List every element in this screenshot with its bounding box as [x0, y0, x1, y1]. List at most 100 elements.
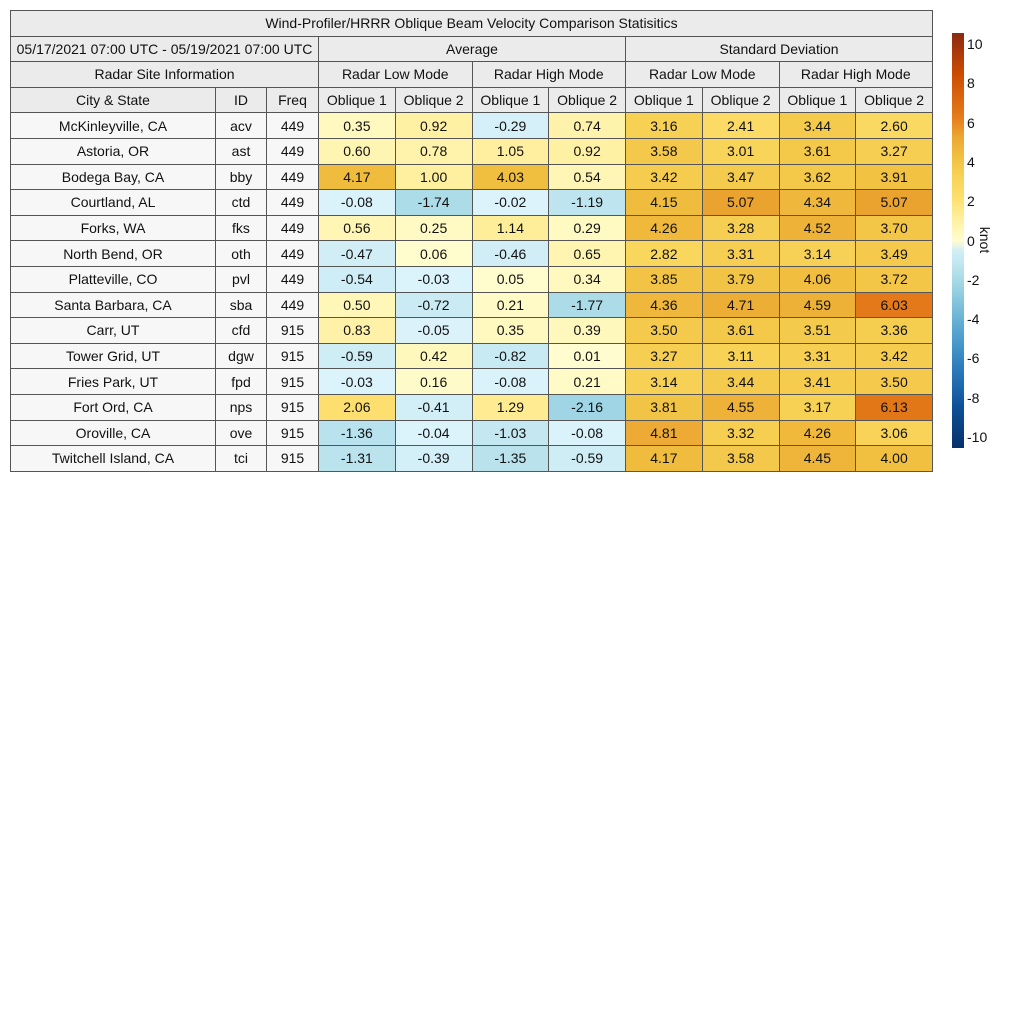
colorbar-tick: 2 — [967, 193, 975, 210]
colorbar-tick: 6 — [967, 114, 975, 131]
value-cell: 3.62 — [778, 163, 857, 191]
value-cell: 0.06 — [394, 240, 473, 267]
site-name: Bodega Bay, CA — [10, 163, 216, 191]
value-cell: 0.29 — [548, 214, 626, 242]
value-cell: 3.50 — [855, 368, 933, 395]
colorbar-tick: -2 — [967, 271, 980, 288]
site-name: Platteville, CO — [10, 265, 216, 293]
site-freq: 449 — [266, 291, 319, 319]
site-freq: 915 — [266, 419, 319, 447]
value-cell: 1.00 — [394, 163, 473, 191]
value-cell: -0.54 — [318, 265, 396, 293]
site-freq: 449 — [266, 214, 319, 242]
value-cell: 3.06 — [855, 419, 933, 447]
value-cell: 4.52 — [778, 214, 857, 242]
value-cell: 3.42 — [855, 342, 933, 370]
value-cell: 4.45 — [778, 445, 857, 472]
value-cell: 5.07 — [855, 189, 933, 216]
value-cell: 0.21 — [471, 291, 550, 319]
value-cell: 0.92 — [394, 112, 473, 139]
value-cell: 4.06 — [778, 265, 857, 293]
value-cell: 4.26 — [778, 419, 857, 447]
group-std-dev: Standard Deviation — [625, 35, 933, 63]
value-cell: 3.50 — [625, 317, 703, 344]
column-header: Oblique 2 — [855, 86, 933, 114]
value-cell: 0.35 — [471, 317, 550, 344]
site-id: nps — [215, 393, 267, 421]
value-cell: 0.05 — [471, 265, 550, 293]
value-cell: 0.56 — [318, 214, 396, 242]
value-cell: 6.03 — [855, 291, 933, 319]
table-row: Forks, WA fks 449 0.56 0.25 1.14 0.29 4.26 3.28 4… — [10, 214, 933, 242]
site-id: pvl — [215, 265, 267, 293]
value-cell: 0.60 — [318, 137, 396, 165]
value-cell: 3.81 — [625, 393, 703, 421]
value-cell: 0.34 — [548, 265, 626, 293]
value-cell: 6.13 — [855, 393, 933, 421]
value-cell: 0.21 — [548, 368, 626, 395]
colorbar-tick: 4 — [967, 153, 975, 170]
value-cell: -0.02 — [471, 189, 550, 216]
table-row: Oroville, CA ove 915 -1.36 -0.04 -1.03 -0.08 4.… — [10, 419, 933, 447]
site-info-header: Radar Site Information — [10, 61, 319, 88]
value-cell: -0.08 — [471, 368, 550, 395]
site-id: ctd — [215, 189, 267, 216]
value-cell: 3.14 — [778, 240, 857, 267]
site-freq: 449 — [266, 189, 319, 216]
value-cell: 3.49 — [855, 240, 933, 267]
mode-header: Radar High Mode — [778, 61, 933, 88]
site-name: Carr, UT — [10, 317, 216, 344]
value-cell: 3.36 — [855, 317, 933, 344]
value-cell: 3.01 — [701, 137, 780, 165]
date-range: 05/17/2021 07:00 UTC - 05/19/2021 07:00 … — [10, 35, 319, 63]
value-cell: 0.65 — [548, 240, 626, 267]
value-cell: 4.36 — [625, 291, 703, 319]
table-row: Fries Park, UT fpd 915 -0.03 0.16 -0.08 0.21 3.… — [10, 368, 933, 395]
colorbar-tick: 0 — [967, 232, 975, 249]
site-freq: 449 — [266, 240, 319, 267]
table-row: Astoria, OR ast 449 0.60 0.78 1.05 0.92 3.58 3.0… — [10, 137, 933, 165]
site-name: Astoria, OR — [10, 137, 216, 165]
value-cell: -0.03 — [394, 265, 473, 293]
site-id: cfd — [215, 317, 267, 344]
value-cell: 0.78 — [394, 137, 473, 165]
value-cell: 4.17 — [318, 163, 396, 191]
value-cell: 3.42 — [625, 163, 703, 191]
value-cell: 3.58 — [625, 137, 703, 165]
value-cell: 0.54 — [548, 163, 626, 191]
site-freq: 449 — [266, 163, 319, 191]
value-cell: 0.35 — [318, 112, 396, 139]
value-cell: 3.16 — [625, 112, 703, 139]
value-cell: 4.34 — [778, 189, 857, 216]
table-title: Wind-Profiler/HRRR Oblique Beam Velocity… — [10, 10, 933, 37]
value-cell: -0.47 — [318, 240, 396, 267]
site-name: Fries Park, UT — [10, 368, 216, 395]
site-name: McKinleyville, CA — [10, 112, 216, 139]
column-header: ID — [215, 86, 267, 114]
value-cell: 0.92 — [548, 137, 626, 165]
value-cell: 4.00 — [855, 445, 933, 472]
value-cell: 3.44 — [701, 368, 780, 395]
value-cell: 3.79 — [701, 265, 780, 293]
value-cell: 3.32 — [701, 419, 780, 447]
value-cell: 4.59 — [778, 291, 857, 319]
site-freq: 915 — [266, 445, 319, 472]
colorbar-tick: -6 — [967, 350, 980, 367]
table-row: Tower Grid, UT dgw 915 -0.59 0.42 -0.82 0.01 3.… — [10, 342, 933, 370]
value-cell: 2.82 — [625, 240, 703, 267]
value-cell: -0.05 — [394, 317, 473, 344]
value-cell: 2.60 — [855, 112, 933, 139]
site-freq: 449 — [266, 265, 319, 293]
value-cell: -0.82 — [471, 342, 550, 370]
value-cell: 0.74 — [548, 112, 626, 139]
value-cell: 3.61 — [701, 317, 780, 344]
colorbar — [952, 33, 964, 448]
value-cell: -0.59 — [318, 342, 396, 370]
value-cell: 0.42 — [394, 342, 473, 370]
value-cell: -1.03 — [471, 419, 550, 447]
column-header: Oblique 1 — [778, 86, 857, 114]
value-cell: 3.72 — [855, 265, 933, 293]
site-id: sba — [215, 291, 267, 319]
value-cell: 0.16 — [394, 368, 473, 395]
site-id: acv — [215, 112, 267, 139]
